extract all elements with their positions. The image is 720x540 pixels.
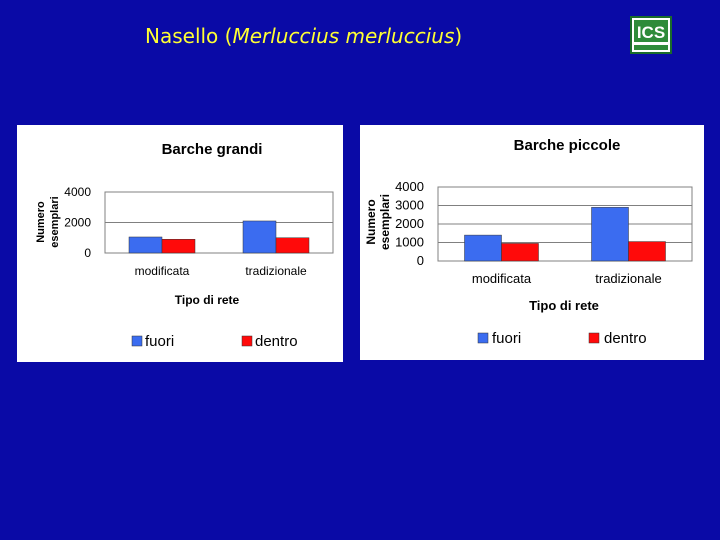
legend-swatch-dentro (241, 335, 253, 347)
x-tick-label: modificata (472, 271, 532, 286)
legend-swatch-dentro (588, 332, 600, 344)
y-axis-label: Numero (35, 201, 47, 243)
slide-title: Nasello (Merluccius merluccius) (145, 24, 462, 48)
institution-logo-icon: ICS (630, 16, 672, 54)
bar-fuori-tradizionale (242, 220, 277, 254)
legend-label-dentro: dentro (255, 333, 298, 350)
legend-label-dentro: dentro (604, 330, 647, 347)
title-suffix: ) (454, 24, 463, 48)
legend-label-fuori: fuori (145, 333, 174, 350)
y-tick-label: 4000 (64, 185, 91, 199)
chart-barche-grandi: Barche grandi 0 2000 4000 Numero esemplari mod… (17, 125, 343, 362)
chart-svg-barche-piccole: Barche piccole 0 1000 2000 3000 4000 Numero ese… (364, 137, 693, 347)
legend-swatch-fuori (477, 332, 489, 344)
bar-fuori-modificata (464, 234, 502, 262)
chart-barche-piccole: Barche piccole 0 1000 2000 3000 4000 Numero ese… (360, 125, 704, 360)
bar-dentro-tradizionale (628, 241, 666, 262)
y-tick-label: 0 (417, 253, 424, 268)
chart-svg-barche-grandi: Barche grandi 0 2000 4000 Numero esemplari mod… (35, 141, 334, 350)
chart-title: Barche piccole (514, 137, 621, 154)
title-species: Merluccius merluccius (232, 24, 455, 48)
y-tick-label: 4000 (395, 179, 424, 194)
x-tick-label: modificata (135, 264, 190, 278)
x-tick-label: tradizionale (245, 264, 307, 278)
bar-fuori-tradizionale (591, 207, 629, 262)
x-axis-label: Tipo di rete (529, 298, 599, 313)
chart-title: Barche grandi (162, 141, 263, 158)
title-prefix: Nasello ( (145, 24, 233, 48)
y-axis-label: esemplari (378, 194, 392, 250)
x-axis-label: Tipo di rete (175, 293, 240, 307)
legend-swatch-fuori (131, 335, 143, 347)
y-tick-label: 1000 (395, 235, 424, 250)
bar-dentro-modificata (161, 239, 196, 254)
y-tick-label: 2000 (395, 216, 424, 231)
y-tick-label: 2000 (64, 216, 91, 230)
logo-text: ICS (637, 23, 665, 42)
legend-label-fuori: fuori (492, 330, 521, 347)
y-axis-label: esemplari (49, 196, 61, 247)
y-tick-label: 3000 (395, 198, 424, 213)
y-tick-label: 0 (84, 246, 91, 260)
bar-dentro-tradizionale (275, 237, 310, 254)
bar-fuori-modificata (128, 236, 163, 254)
bar-dentro-modificata (501, 243, 539, 262)
x-tick-label: tradizionale (595, 271, 662, 286)
y-axis-label: Numero (364, 199, 378, 244)
